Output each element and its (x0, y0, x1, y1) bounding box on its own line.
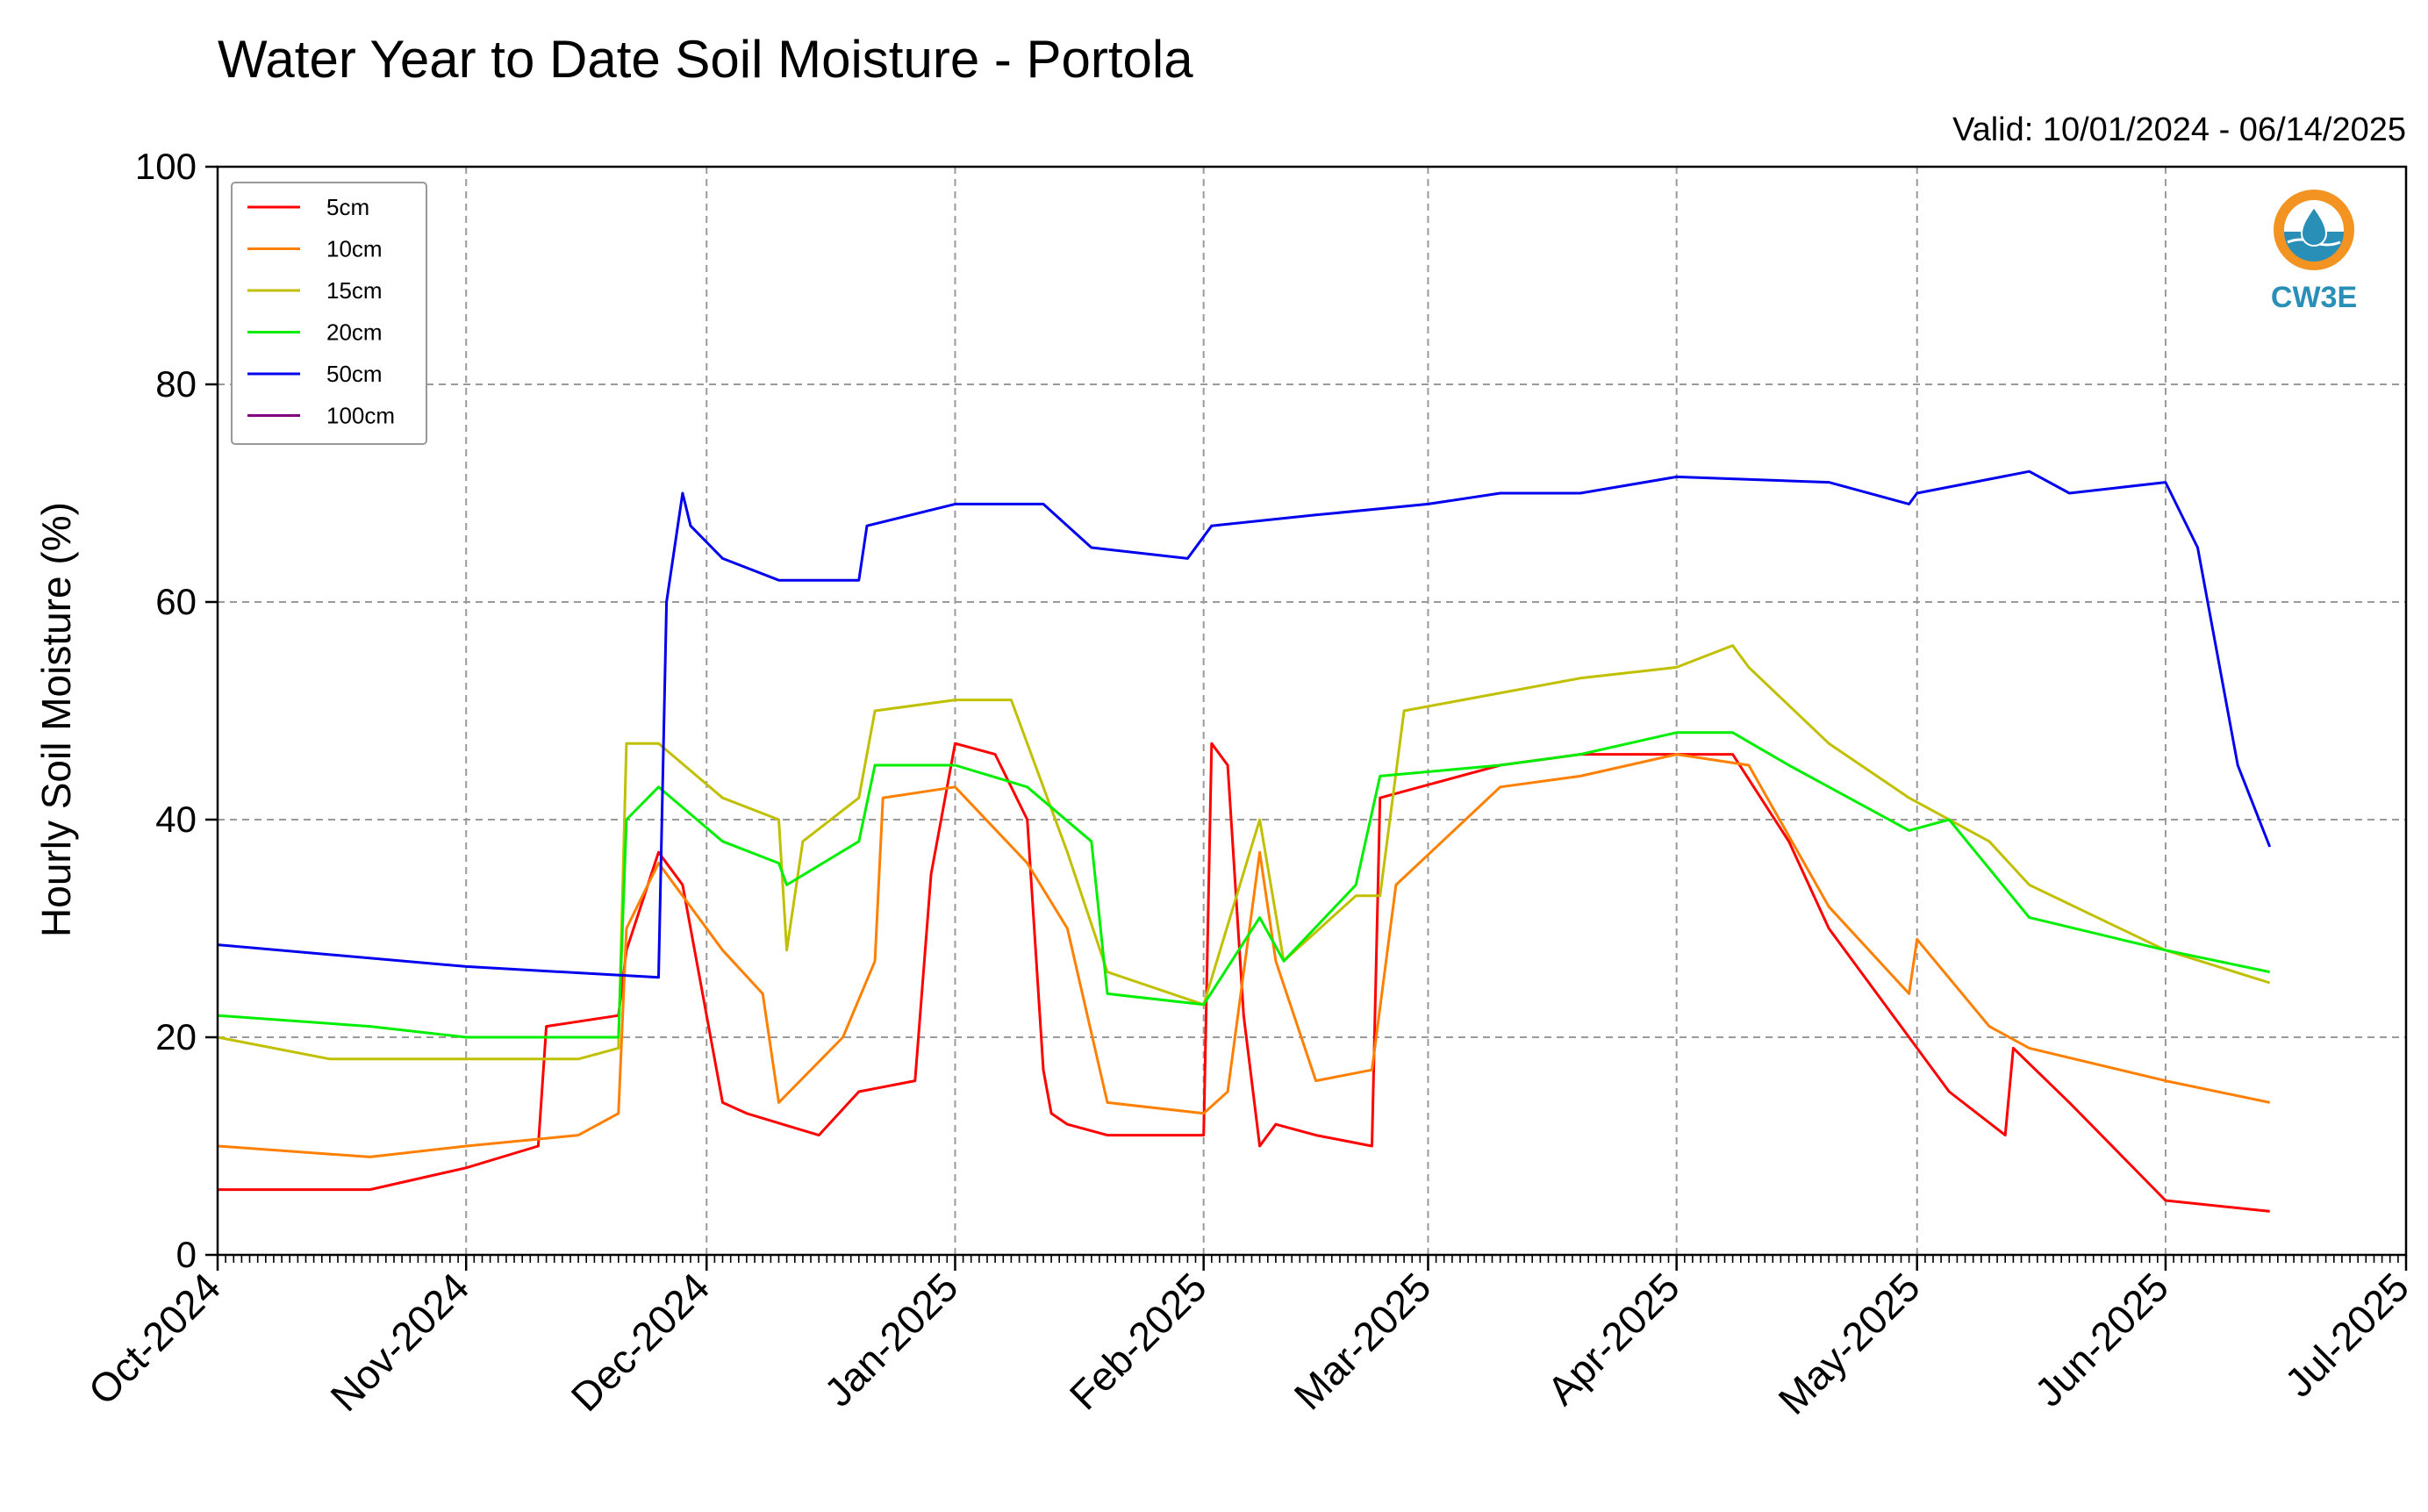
x-tick-label: Jan-2025 (815, 1264, 966, 1415)
y-tick-label: 100 (135, 146, 197, 187)
series-line-5cm (218, 742, 2270, 1213)
x-tick-label: Jun-2025 (2026, 1264, 2177, 1415)
x-tick-label: Oct-2024 (80, 1264, 230, 1414)
y-tick-label: 60 (155, 581, 197, 622)
x-tick-label: Feb-2025 (1061, 1264, 1215, 1418)
series-line-10cm (217, 753, 2271, 1158)
series-line-20cm (217, 731, 2271, 1039)
y-tick-label: 0 (176, 1234, 197, 1275)
y-tick-label: 40 (155, 799, 197, 840)
x-minor-ticks (217, 1255, 2407, 1263)
x-tick-label: May-2025 (1769, 1264, 1928, 1422)
legend-label-20cm: 20cm (326, 319, 383, 346)
series-layer (217, 469, 2272, 1213)
legend-label-5cm: 5cm (326, 194, 369, 220)
y-axis-label: Hourly Soil Moisture (%) (33, 502, 79, 937)
legend: 5cm 10cm 15cm 20cm 50cm 100cm (231, 182, 427, 445)
x-tick-label: Mar-2025 (1286, 1264, 1440, 1418)
logo-drop-icon (2300, 205, 2328, 247)
y-tick-label: 20 (155, 1016, 197, 1057)
legend-label-50cm: 50cm (326, 361, 383, 387)
x-tick-label: Jul-2025 (2276, 1264, 2418, 1406)
x-tick-label: Dec-2024 (562, 1264, 719, 1420)
legend-label-15cm: 15cm (326, 277, 383, 304)
legend-label-100cm: 100cm (326, 403, 395, 429)
legend-label-10cm: 10cm (326, 236, 383, 262)
chart-title: Water Year to Date Soil Moisture - Porto… (218, 30, 1193, 89)
x-tick-label: Nov-2024 (321, 1264, 477, 1420)
logo-text: CW3E (2271, 281, 2357, 314)
cw3e-logo: CW3E (2271, 190, 2357, 314)
grid (218, 167, 2406, 1255)
plot-frame (216, 165, 2408, 1257)
chart-subtitle: Valid: 10/01/2024 - 06/14/2025 (1952, 111, 2406, 148)
axes: 0 20 40 60 80 100 Oct-2024 Nov-2024 Dec-2024 Jan-… (80, 146, 2418, 1423)
x-tick-label: Apr-2025 (1538, 1264, 1688, 1414)
y-tick-label: 80 (155, 363, 197, 405)
series-line-50cm (217, 469, 2272, 979)
series-line-15cm (217, 644, 2271, 1061)
